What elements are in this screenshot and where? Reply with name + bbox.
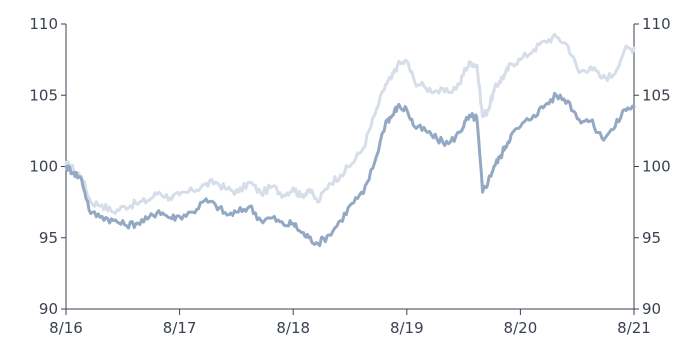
axes: 90 90 95 95 100 100 105 105 110 110 8/16 8/17 8/18 8/…: [29, 15, 670, 337]
y-tick-label-left: 90: [39, 300, 58, 318]
y-tick-label-right: 105: [642, 86, 671, 104]
x-tick-label: 8/20: [504, 319, 538, 337]
x-tick-label: 8/18: [276, 319, 310, 337]
y-tick-label-left: 95: [39, 229, 58, 247]
x-tick-label: 8/16: [49, 319, 83, 337]
series-line-2: [64, 91, 636, 248]
y-tick-label-right: 95: [642, 229, 661, 247]
y-tick-label-left: 105: [29, 86, 58, 104]
y-tick-label-right: 90: [642, 300, 661, 318]
x-tick-label: 8/21: [617, 319, 651, 337]
x-tick-label: 8/17: [163, 319, 197, 337]
y-tick-label-left: 100: [29, 158, 58, 176]
series-layer: [64, 32, 636, 248]
x-tick-label: 8/19: [390, 319, 424, 337]
y-tick-label-right: 100: [642, 158, 671, 176]
y-tick-label-right: 110: [642, 15, 671, 33]
series-line-1: [64, 32, 636, 216]
y-tick-label-left: 110: [29, 15, 58, 33]
